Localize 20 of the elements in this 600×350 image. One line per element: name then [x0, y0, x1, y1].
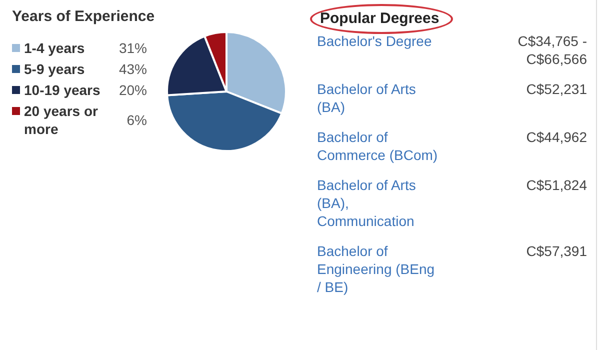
legend-label: 20 years or more — [24, 102, 99, 138]
legend-label: 5-9 years — [24, 60, 86, 78]
category-label: Bachelor's Degree — [317, 32, 433, 51]
data-label: 31% — [118, 40, 147, 56]
text: Popular Degrees — [320, 10, 440, 27]
text: C$51,824 — [526, 177, 587, 193]
text: C$57,391 — [526, 243, 587, 259]
text: C$52,231 — [526, 81, 587, 97]
category-label: Bachelor of Arts (BA), Communication — [317, 176, 417, 230]
data-label: 6% — [126, 112, 147, 128]
legend-label: 1-4 years — [24, 39, 86, 57]
category-label: Bachelor of Engineering (BEng / BE) — [317, 242, 436, 296]
category-label: Bachelor of Commerce (BCom) — [317, 128, 439, 164]
text: C$34,765 - C$66,566 — [518, 33, 587, 67]
text: C$44,962 — [526, 129, 587, 145]
legend-label: 10-19 years — [24, 81, 102, 99]
category-label: Bachelor of Arts (BA) — [317, 80, 417, 116]
chart-title: Years of Experience — [12, 8, 156, 25]
data-label: 20% — [118, 82, 147, 98]
data-label: 43% — [118, 61, 147, 77]
